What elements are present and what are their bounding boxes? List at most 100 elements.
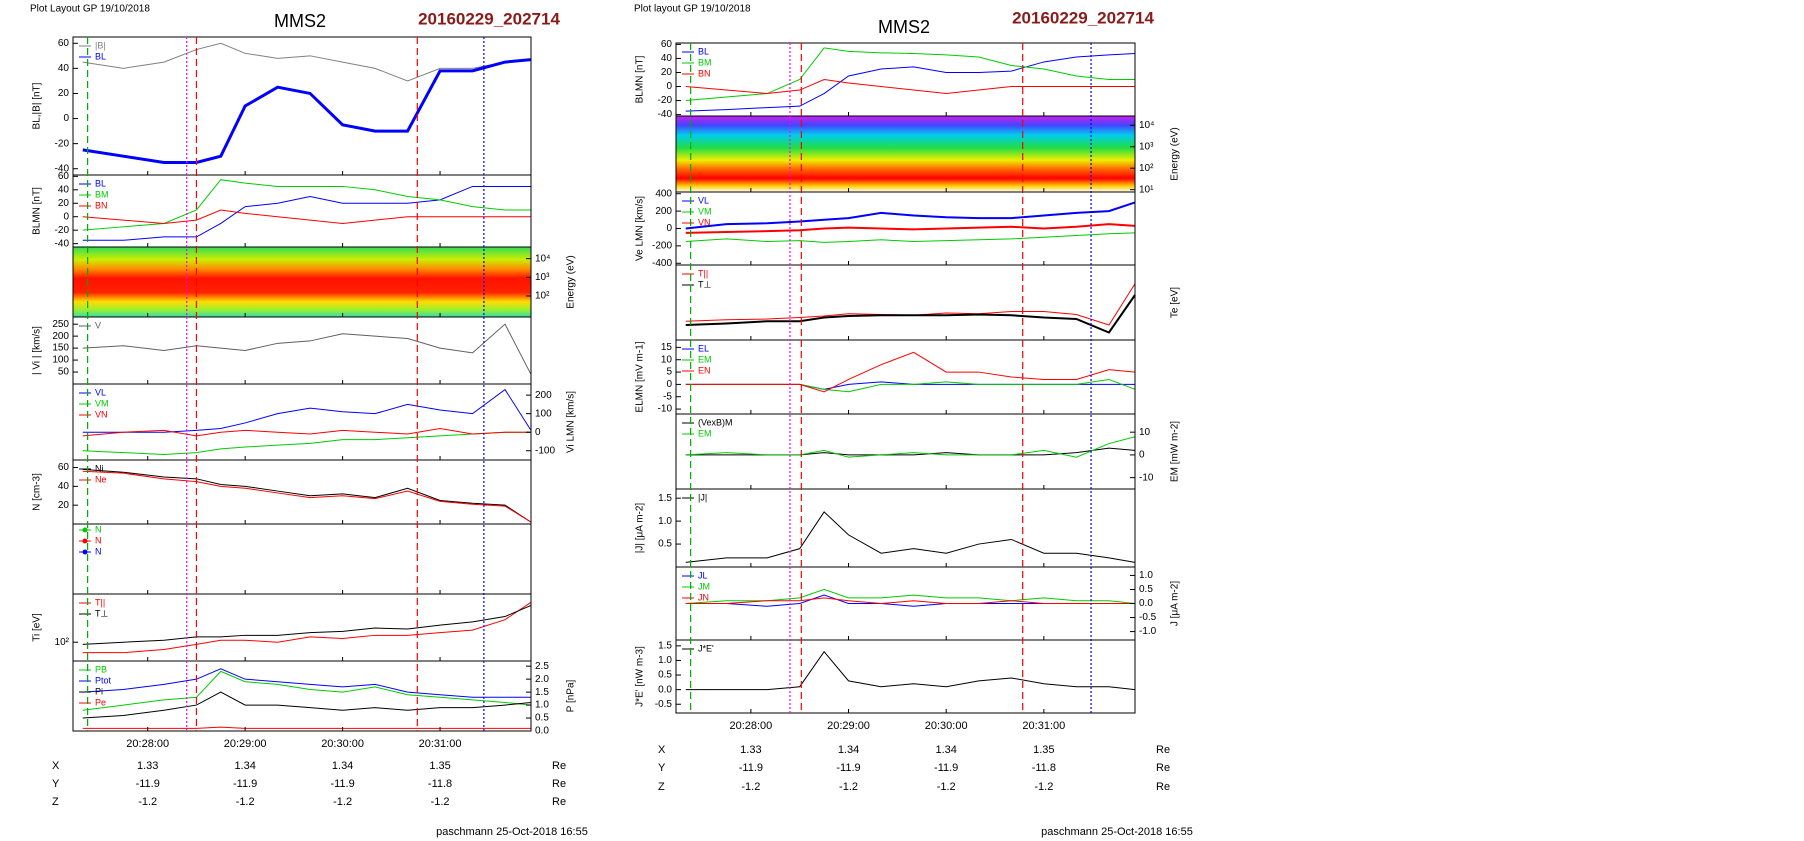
orbit-value: 1.35: [1033, 744, 1054, 756]
panel-frame: [675, 488, 1136, 568]
legend-label: VL: [698, 195, 709, 205]
orbit-value: 1.34: [234, 760, 255, 772]
orbit-value: -11.9: [233, 778, 257, 790]
y-axis-label: Vi LMN [km/s]: [566, 391, 577, 453]
y-axis-label: J*E' [nW m-3]: [635, 646, 646, 707]
y-tick-label: 400: [655, 188, 672, 199]
y-tick-label: 150: [52, 343, 69, 354]
orbit-value: -1.2: [741, 781, 760, 793]
y-axis-label: J [μA m-2]: [1170, 581, 1181, 626]
plot-title: MMS2: [274, 11, 326, 31]
legend-label: EM: [698, 354, 712, 364]
orbit-label: Z: [52, 796, 59, 808]
y-axis-label: Ve LMN [km/s]: [635, 196, 646, 261]
y-tick-label: -100: [535, 445, 555, 456]
y-tick-label: 0.0: [535, 726, 549, 737]
y-tick-label: 50: [58, 367, 70, 378]
y-tick-label: -40: [658, 109, 673, 120]
data-line: [685, 232, 1136, 243]
y-tick-label: 0.5: [658, 670, 672, 681]
data-line: [685, 588, 1136, 604]
legend-label: VN: [95, 409, 108, 419]
y-tick-label: 20: [58, 500, 70, 511]
x-tick-label: 20:31:00: [419, 738, 462, 750]
legend-label: |B|: [95, 40, 106, 50]
legend-label: T||: [698, 268, 708, 278]
data-line: [685, 650, 1136, 691]
legend-dot: [82, 549, 88, 555]
data-line: [82, 323, 532, 375]
orbit-label: X: [52, 760, 60, 772]
legend-label: JN: [698, 592, 709, 602]
legend-label: Pe: [95, 697, 106, 707]
panel-frame: [675, 42, 1136, 117]
y-tick-label: 0.0: [658, 684, 672, 695]
x-tick-label: 20:30:00: [321, 738, 364, 750]
y-axis-label: Te [eV]: [1170, 287, 1181, 318]
orbit-value: -11.8: [1032, 762, 1056, 774]
y-tick-label: 10²: [55, 637, 70, 648]
x-tick-label: 20:28:00: [729, 720, 772, 732]
orbit-label: Z: [658, 781, 665, 793]
data-line: [685, 436, 1136, 458]
data-line: [82, 468, 532, 523]
spectrogram: [73, 247, 531, 317]
y-tick-label: 0: [666, 223, 672, 234]
orbit-value: 1.34: [935, 744, 956, 756]
legend-label: J*E': [698, 643, 714, 653]
spectrogram: [676, 116, 1135, 192]
legend-label: JL: [698, 570, 708, 580]
data-line: [82, 388, 532, 433]
data-line: [685, 511, 1136, 563]
y-tick-label: 2.5: [535, 661, 549, 672]
y-tick-label: 1.5: [658, 493, 672, 504]
orbit-value: -11.9: [330, 778, 354, 790]
legend-label: EL: [698, 343, 709, 353]
data-line: [685, 53, 1136, 112]
legend-label: V: [95, 320, 101, 330]
legend-dot: [82, 527, 88, 533]
legend-label: VL: [95, 387, 106, 397]
legend-label: BM: [698, 57, 712, 67]
y-tick-label: 60: [661, 39, 673, 50]
legend-label: T⊥: [95, 608, 108, 618]
legend-label: BL: [95, 178, 106, 188]
y-tick-label: 10: [661, 354, 673, 365]
plot-title: MMS2: [878, 17, 930, 37]
orbit-value: -1.2: [431, 796, 450, 808]
legend-label: VM: [698, 206, 712, 216]
data-line: [82, 726, 531, 729]
legend-label: JM: [698, 581, 710, 591]
legend-label: BL: [698, 46, 709, 56]
orbit-value: -11.9: [136, 778, 160, 790]
legend-label: BL: [95, 51, 106, 61]
orbit-unit: Re: [552, 760, 566, 772]
data-line: [82, 431, 531, 455]
orbit-value: -11.9: [836, 762, 860, 774]
panel-frame: [72, 174, 532, 248]
y-tick-label: -10: [658, 404, 673, 415]
y-tick-label: 0.0: [1139, 598, 1153, 609]
x-tick-label: 20:28:00: [126, 738, 169, 750]
y-axis-label: Energy (eV): [566, 255, 577, 308]
data-line: [82, 209, 531, 224]
y-tick-label: 0: [63, 211, 69, 222]
y-tick-label: 0: [63, 113, 69, 124]
run-id: 20160229_202714: [1012, 8, 1154, 27]
y-tick-label: -400: [652, 258, 672, 269]
data-line: [685, 294, 1136, 334]
y-tick-label: 0: [535, 427, 541, 438]
y-axis-label: | Vi | [km/s]: [32, 326, 43, 375]
orbit-value: 1.33: [740, 744, 761, 756]
y-tick-label: 20: [58, 198, 70, 209]
y-tick-label: 1.0: [658, 655, 672, 666]
data-line: [82, 427, 531, 437]
legend-label: N: [95, 546, 102, 556]
y-tick-label: 40: [58, 481, 70, 492]
x-tick-label: 20:29:00: [827, 720, 870, 732]
data-line: [82, 668, 531, 698]
legend-label: Pi: [95, 686, 103, 696]
layout-header: Plot layout GP 19/10/2018: [634, 4, 751, 15]
legend-label: Ni: [95, 463, 104, 473]
